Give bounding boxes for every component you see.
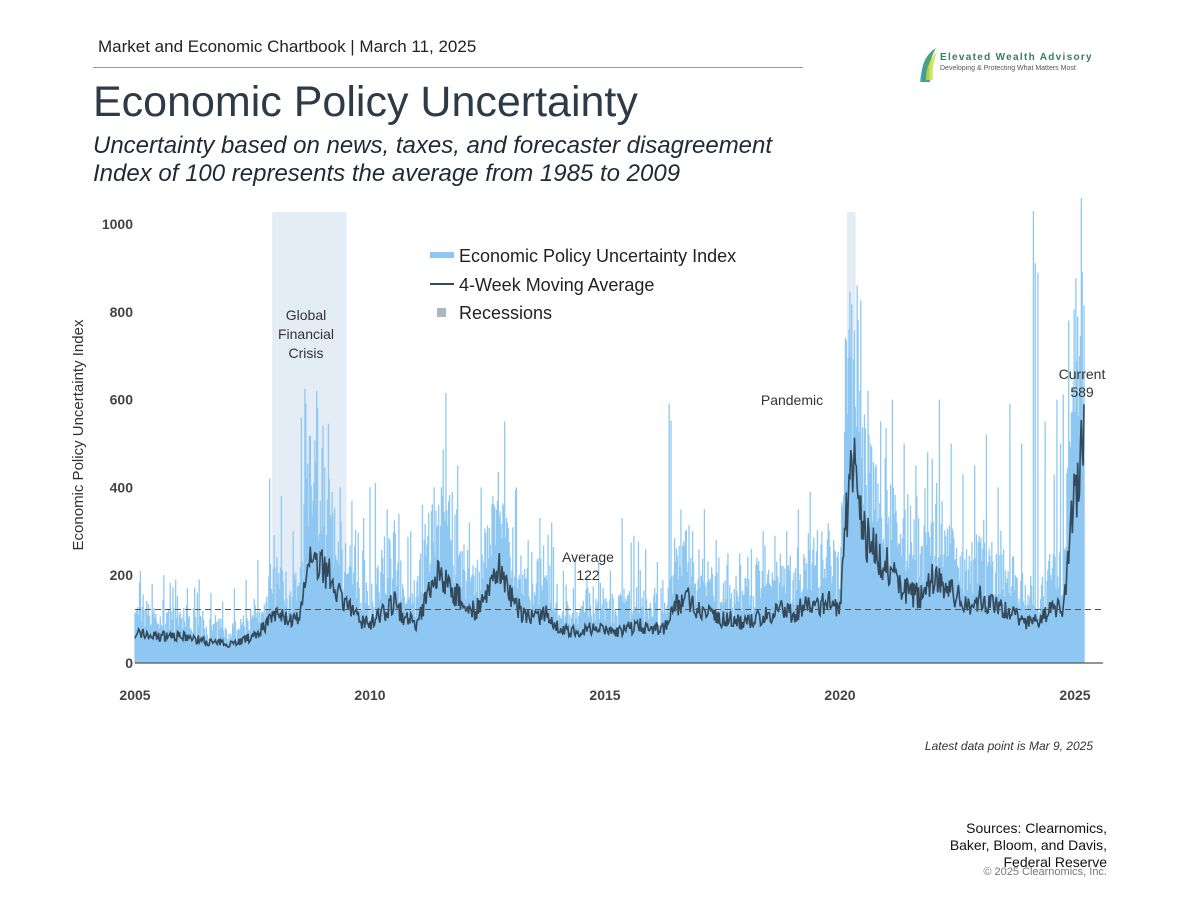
- y-tick-label: 0: [125, 655, 133, 671]
- y-tick-label: 800: [110, 304, 134, 320]
- page-title: Economic Policy Uncertainty: [93, 78, 638, 126]
- legend-label-index: Economic Policy Uncertainty Index: [459, 246, 736, 266]
- x-tick-label: 2015: [589, 687, 620, 703]
- y-tick-label: 600: [110, 392, 134, 408]
- moving-average-line: [134, 404, 1085, 649]
- legend-label-ma: 4-Week Moving Average: [459, 275, 654, 295]
- sources: Sources: Clearnomics, Baker, Bloom, and …: [950, 820, 1107, 871]
- logo-tagline: Developing & Protecting What Matters Mos…: [940, 65, 1076, 72]
- legend: Economic Policy Uncertainty Index 4-Week…: [430, 246, 736, 323]
- x-tick-label: 2005: [119, 687, 150, 703]
- source-line: Federal Reserve: [1003, 854, 1108, 870]
- company-logo: Elevated Wealth Advisory Developing & Pr…: [918, 46, 1118, 86]
- pandemic-label: Pandemic: [761, 392, 823, 408]
- y-tick-label: 1000: [102, 216, 133, 232]
- subtitle-line-2: Index of 100 represents the average from…: [93, 160, 681, 187]
- gfc-label: Crisis: [289, 345, 324, 361]
- y-tick-label: 200: [110, 567, 134, 583]
- copyright: © 2025 Clearnomics, Inc.: [983, 866, 1107, 878]
- legend-swatch-index: [430, 252, 454, 258]
- x-tick-label: 2020: [824, 687, 855, 703]
- average-value: 122: [576, 567, 600, 583]
- current-value: 589: [1070, 384, 1094, 400]
- legend-swatch-recession: [437, 308, 446, 317]
- leaf-swoosh-icon: [920, 48, 937, 82]
- x-tick-label: 2025: [1059, 687, 1090, 703]
- logo-name: Elevated Wealth Advisory: [940, 52, 1093, 63]
- gfc-label: Financial: [278, 326, 334, 342]
- y-tick-label: 400: [110, 479, 134, 495]
- chartbook-header: Market and Economic Chartbook | March 11…: [98, 37, 477, 56]
- x-tick-label: 2010: [354, 687, 385, 703]
- source-line: Baker, Bloom, and Davis,: [949, 837, 1107, 853]
- source-line: Sources: Clearnomics,: [966, 820, 1107, 836]
- header-divider: [93, 67, 803, 68]
- latest-data-note: Latest data point is Mar 9, 2025: [924, 739, 1093, 753]
- y-axis-label: Economic Policy Uncertainty Index: [70, 319, 87, 550]
- gfc-label: Global: [286, 307, 326, 323]
- current-label: Current: [1059, 366, 1106, 382]
- legend-label-recession: Recessions: [459, 303, 552, 323]
- subtitle-line-1: Uncertainty based on news, taxes, and fo…: [93, 132, 773, 159]
- average-label: Average: [562, 549, 614, 565]
